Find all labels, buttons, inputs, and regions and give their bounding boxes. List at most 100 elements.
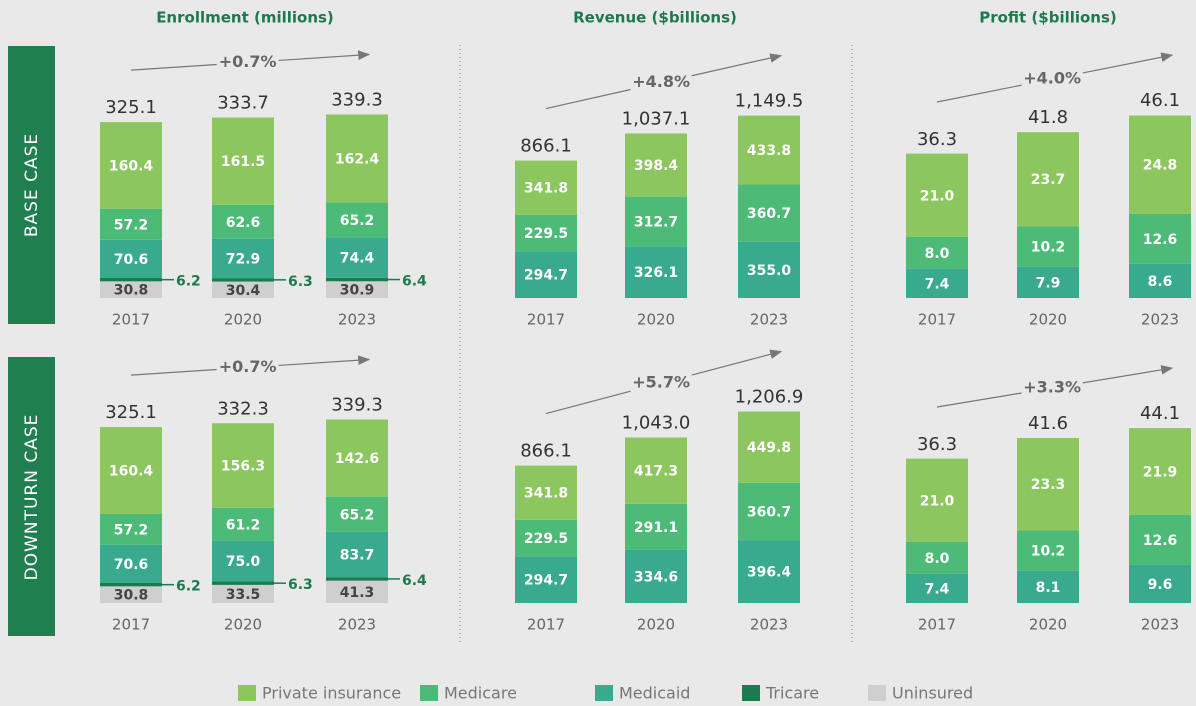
bar-segment [1017, 226, 1079, 267]
bar-segment [212, 278, 274, 282]
value-label: 74.4 [340, 251, 375, 267]
x-tick-label: 2017 [918, 616, 956, 634]
legend-swatch [868, 685, 886, 701]
trend-line [936, 84, 1022, 103]
bar-segment [326, 114, 388, 203]
bar-segment [738, 482, 800, 541]
value-label: 449.8 [747, 440, 791, 456]
bar-segment [1129, 564, 1191, 603]
legend-label: Medicare [444, 684, 517, 703]
bar-segment [906, 236, 968, 269]
bar-segment [515, 519, 577, 557]
x-tick-label: 2023 [338, 616, 376, 634]
bar-segment [100, 513, 162, 545]
value-label: 6.2 [176, 274, 201, 290]
value-label: 41.3 [340, 585, 375, 601]
cagr-label: +0.7% [219, 52, 277, 71]
trend-line [130, 368, 217, 376]
value-label: 12.6 [1143, 533, 1178, 549]
value-label: 23.7 [1031, 172, 1066, 188]
bar-segment [326, 202, 388, 238]
x-tick-label: 2023 [1141, 311, 1179, 329]
legend-swatch [420, 685, 438, 701]
legend-label: Uninsured [892, 684, 973, 703]
bar-segment [1129, 263, 1191, 298]
legend-label: Medicaid [619, 684, 690, 703]
bar-segment [1017, 437, 1079, 531]
value-label: 10.2 [1031, 544, 1066, 560]
total-label: 41.6 [1028, 413, 1068, 434]
bar-segment [212, 281, 274, 298]
x-tick-label: 2020 [1029, 311, 1067, 329]
value-label: 294.7 [524, 573, 568, 589]
bar-segment [738, 115, 800, 185]
bar-segment [326, 580, 388, 603]
total-label: 46.1 [1140, 90, 1180, 111]
value-label: 160.4 [109, 158, 154, 174]
bar-segment [625, 133, 687, 197]
column-title: Profit ($billions) [979, 9, 1117, 27]
total-label: 339.3 [331, 89, 383, 110]
bar-segment [100, 122, 162, 209]
value-label: 30.4 [226, 283, 261, 299]
value-label: 6.4 [402, 274, 427, 290]
bar-segment [100, 427, 162, 514]
bar-segment [326, 281, 388, 298]
bar-segment [906, 268, 968, 298]
legend-swatch [595, 685, 613, 701]
value-label: 6.3 [288, 577, 313, 593]
value-label: 62.6 [226, 215, 261, 231]
value-label: 7.9 [1036, 275, 1061, 291]
trend-line [545, 88, 631, 110]
cagr-label: +4.8% [632, 72, 690, 91]
bar-segment [212, 238, 274, 279]
bar-segment [326, 419, 388, 497]
total-label: 339.3 [331, 394, 383, 415]
bar-segment [515, 465, 577, 520]
bar-segment [212, 117, 274, 205]
value-label: 8.0 [925, 246, 950, 262]
value-label: 396.4 [747, 565, 792, 581]
x-tick-label: 2017 [112, 311, 150, 329]
total-label: 44.1 [1140, 403, 1180, 424]
value-label: 12.6 [1143, 232, 1178, 248]
legend-swatch [238, 685, 256, 701]
value-label: 7.4 [925, 276, 950, 292]
total-label: 36.3 [917, 129, 957, 150]
value-label: 9.6 [1148, 577, 1173, 593]
x-tick-label: 2020 [224, 616, 262, 634]
x-tick-label: 2020 [637, 311, 675, 329]
value-label: 312.7 [634, 214, 678, 230]
x-tick-label: 2023 [338, 311, 376, 329]
bar-segment [212, 423, 274, 508]
bar-segment [625, 246, 687, 298]
row-band [8, 46, 55, 324]
total-label: 1,206.9 [735, 387, 804, 408]
value-label: 30.8 [114, 588, 149, 604]
value-label: 24.8 [1143, 158, 1178, 174]
trend-arrow [691, 53, 783, 77]
value-label: 70.6 [114, 252, 149, 268]
bar-segment [515, 556, 577, 603]
value-label: 341.8 [524, 486, 568, 502]
value-label: 65.2 [340, 507, 375, 523]
value-label: 360.7 [747, 206, 791, 222]
legend-label: Tricare [765, 684, 819, 703]
bar-segment [1017, 266, 1079, 298]
total-label: 866.1 [520, 441, 572, 462]
value-label: 23.3 [1031, 477, 1066, 493]
value-label: 355.0 [747, 263, 792, 279]
bar-segment [326, 237, 388, 278]
bar-segment [212, 581, 274, 585]
bar-segment [1129, 115, 1191, 214]
bar-segment [625, 437, 687, 504]
bar-segment [100, 281, 162, 298]
value-label: 21.0 [920, 188, 955, 204]
value-label: 398.4 [634, 158, 679, 174]
value-label: 33.5 [226, 587, 261, 603]
bar-segment [625, 549, 687, 603]
bar-segment [738, 184, 800, 242]
bar-segment [326, 577, 388, 581]
value-label: 6.4 [402, 573, 427, 589]
x-tick-label: 2017 [112, 616, 150, 634]
